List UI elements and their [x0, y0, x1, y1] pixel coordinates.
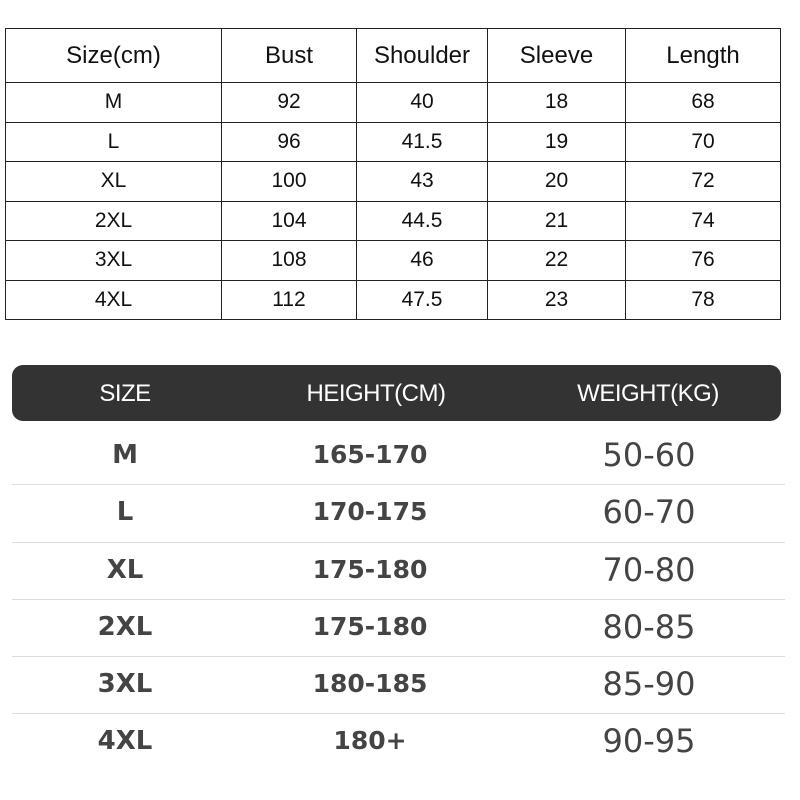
measurement-header-row: Size(cm) Bust Shoulder Sleeve Length [5, 28, 781, 83]
cell-sleeve: 18 [487, 82, 626, 123]
table-row: 3XL 108 46 22 76 [5, 240, 781, 281]
cell-bust: 92 [221, 82, 357, 123]
table-row: 3XL 180-185 85-90 [12, 657, 785, 715]
cell-weight: 60-70 [602, 493, 696, 532]
cell-height: 180+ [333, 726, 407, 756]
cell-shoulder: 40 [356, 82, 488, 123]
cell-size: 4XL [5, 279, 222, 320]
cell-size: M [112, 440, 138, 470]
cell-length: 70 [625, 121, 781, 162]
cell-shoulder: 44.5 [356, 200, 488, 241]
cell-sleeve: 21 [487, 200, 626, 241]
header-size: SIZE [99, 380, 151, 407]
cell-bust: 104 [221, 200, 357, 241]
cell-shoulder: 46 [356, 240, 488, 281]
cell-bust: 108 [221, 240, 357, 281]
recommendation-header-bar: SIZE HEIGHT(CM) WEIGHT(KG) [12, 365, 781, 421]
table-row: XL 175-180 70-80 [12, 543, 785, 600]
table-row: XL 100 43 20 72 [5, 161, 781, 202]
table-row: 2XL 175-180 80-85 [12, 600, 785, 658]
recommendation-table: M 165-170 50-60 L 170-175 60-70 XL 175-180 70-80… [12, 428, 785, 772]
cell-shoulder: 41.5 [356, 121, 488, 162]
cell-size: XL [106, 554, 144, 585]
cell-sleeve: 20 [487, 161, 626, 202]
table-row: 2XL 104 44.5 21 74 [5, 200, 781, 241]
cell-height: 165-170 [312, 440, 428, 469]
cell-weight: 70-80 [602, 550, 696, 589]
cell-size: M [5, 82, 222, 123]
cell-length: 76 [625, 240, 781, 281]
cell-shoulder: 47.5 [356, 279, 488, 320]
cell-length: 68 [625, 82, 781, 123]
cell-weight: 85-90 [602, 665, 696, 704]
cell-sleeve: 22 [487, 240, 626, 281]
cell-height: 180-185 [312, 669, 428, 699]
cell-size: L [5, 121, 222, 162]
cell-length: 72 [625, 161, 781, 202]
table-row: 4XL 180+ 90-95 [12, 714, 785, 771]
header-bust: Bust [221, 28, 357, 83]
cell-size: 3XL [97, 669, 153, 700]
header-weight: WEIGHT(KG) [577, 380, 719, 407]
table-row: M 92 40 18 68 [5, 82, 781, 123]
table-row: 4XL 112 47.5 23 78 [5, 279, 781, 320]
header-sleeve: Sleeve [487, 28, 626, 83]
measurement-table: Size(cm) Bust Shoulder Sleeve Length M 92… [5, 28, 781, 320]
cell-sleeve: 19 [487, 121, 626, 162]
table-row: M 165-170 50-60 [12, 428, 785, 486]
cell-size: L [116, 497, 134, 528]
header-size: Size(cm) [5, 28, 222, 83]
header-length: Length [625, 28, 781, 83]
cell-weight: 50-60 [602, 436, 696, 474]
cell-bust: 112 [221, 279, 357, 320]
cell-size: 4XL [97, 726, 153, 757]
header-shoulder: Shoulder [356, 28, 488, 83]
cell-bust: 96 [221, 121, 357, 162]
cell-length: 74 [625, 200, 781, 241]
cell-sleeve: 23 [487, 279, 626, 320]
cell-height: 170-175 [312, 497, 428, 527]
cell-bust: 100 [221, 161, 357, 202]
cell-shoulder: 43 [356, 161, 488, 202]
cell-height: 175-180 [312, 554, 428, 584]
cell-weight: 80-85 [602, 607, 696, 646]
cell-size: 3XL [5, 240, 222, 281]
cell-size: 2XL [5, 200, 222, 241]
table-row: L 96 41.5 19 70 [5, 121, 781, 162]
header-height: HEIGHT(CM) [306, 380, 446, 407]
table-row: L 170-175 60-70 [12, 485, 785, 543]
cell-size: 2XL [97, 611, 153, 642]
cell-height: 175-180 [312, 611, 428, 641]
cell-length: 78 [625, 279, 781, 320]
cell-size: XL [5, 161, 222, 202]
cell-weight: 90-95 [602, 722, 696, 761]
